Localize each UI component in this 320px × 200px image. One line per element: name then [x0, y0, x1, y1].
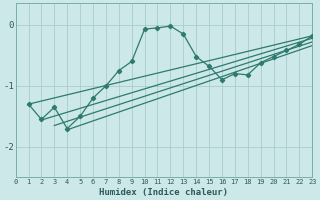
X-axis label: Humidex (Indice chaleur): Humidex (Indice chaleur) [100, 188, 228, 197]
